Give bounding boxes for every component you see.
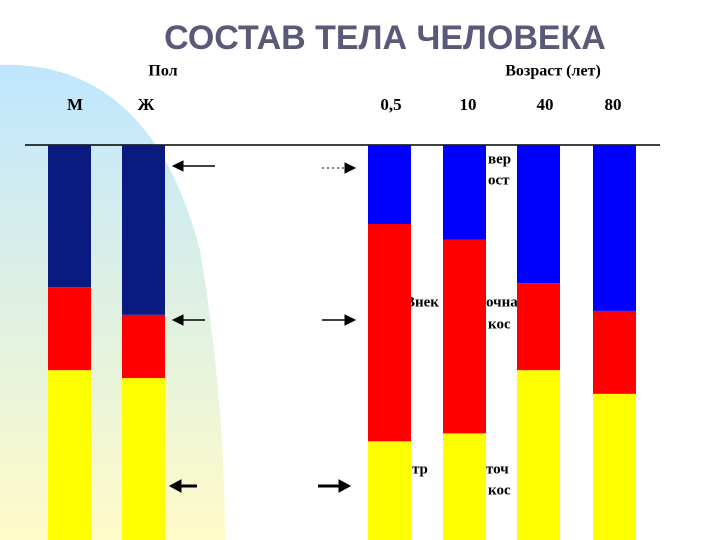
bar-segment (593, 393, 636, 540)
group-label: Возраст (лет) (505, 63, 601, 80)
annotation: кос (488, 316, 511, 332)
annotation: Внек (405, 294, 439, 310)
x-tick-label: 40 (537, 95, 554, 114)
bar-segment (48, 370, 91, 540)
slide-title: СОСТАВ ТЕЛА ЧЕЛОВЕКА (164, 19, 606, 57)
x-tick-label: М (67, 95, 83, 114)
background-shape (0, 64, 225, 540)
annotation: кос (488, 482, 511, 498)
x-tick-label: 80 (605, 95, 622, 114)
bar-segment (368, 145, 411, 224)
bar-segment (443, 433, 486, 540)
annotation: точ (486, 461, 509, 477)
bar-segment (368, 441, 411, 540)
bar-segment (593, 310, 636, 394)
bar-segment (368, 224, 411, 442)
bar-segment (443, 239, 486, 434)
x-tick-label: 0,5 (380, 95, 401, 114)
bar-segment (122, 145, 165, 315)
group-label: Пол (148, 63, 177, 80)
annotation: вер (488, 151, 511, 167)
bar-segment (122, 314, 165, 379)
bar-segment (122, 378, 165, 540)
x-tick-label: Ж (138, 95, 155, 114)
bar-segment (593, 145, 636, 311)
bar-segment (517, 370, 560, 540)
bar-segment (517, 283, 560, 371)
annotation: ост (488, 172, 510, 188)
arrows (168, 160, 357, 493)
annotation: очна (486, 294, 518, 310)
bar-segment (48, 145, 91, 288)
bar-segment (517, 145, 560, 284)
x-tick-label: 10 (460, 95, 477, 114)
annotation: тр (412, 461, 428, 477)
bar-segment (48, 287, 91, 371)
bar-segment (443, 145, 486, 240)
